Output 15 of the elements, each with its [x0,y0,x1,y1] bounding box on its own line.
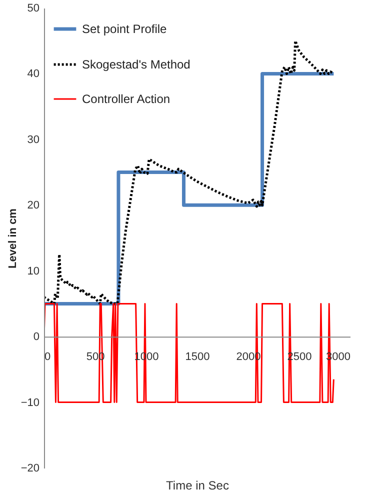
y-tick-label: −20 [20,462,40,474]
x-tick-label: 1500 [185,351,210,364]
y-axis-title: Level in cm [6,208,19,268]
y-tick-label: 10 [27,265,40,278]
y-tick-label: −10 [20,396,40,409]
y-tick-label: 40 [27,68,40,80]
y-tick-label: 50 [27,2,40,14]
y-tick-label: 20 [27,200,40,212]
legend-label: Set point Profile [82,22,168,36]
x-axis-title: Time in Sec [166,478,229,492]
legend-label: Skogestad's Method [82,58,190,72]
y-tick-label: 0 [33,331,40,344]
legend-label: Controller Action [82,92,170,106]
x-tick-label: 0 [44,351,51,364]
y-tick-label: 30 [27,134,40,146]
